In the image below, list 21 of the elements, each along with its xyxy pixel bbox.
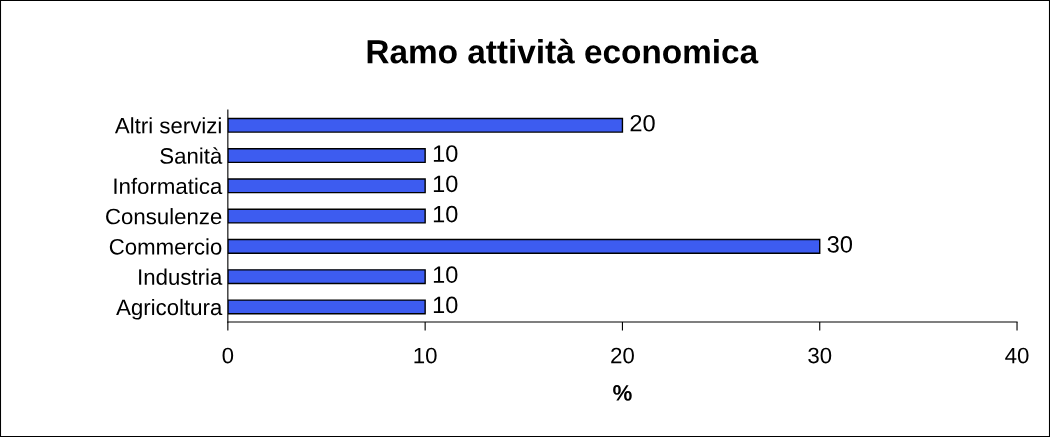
x-axis-title: % bbox=[613, 385, 632, 401]
y-tick-label: Commercio bbox=[109, 238, 222, 255]
x-tick-label: 40 bbox=[1005, 347, 1029, 364]
data-label: 10 bbox=[433, 175, 458, 193]
x-tick-label: 20 bbox=[611, 347, 634, 364]
data-label: 10 bbox=[433, 296, 458, 314]
data-label: 10 bbox=[433, 145, 458, 162]
y-tick-label: Industria bbox=[139, 268, 223, 285]
x-tick-label: 30 bbox=[808, 347, 832, 364]
x-tick-label: 0 bbox=[222, 347, 234, 364]
chart-title: Ramo attività economica bbox=[367, 38, 759, 64]
y-tick-label: Consulenze bbox=[106, 208, 222, 225]
data-label: 30 bbox=[827, 235, 853, 253]
data-label: 20 bbox=[630, 114, 655, 132]
y-tick-label: Agricoltura bbox=[116, 298, 223, 320]
y-tick-label: Altri servizi bbox=[114, 117, 221, 134]
data-label: 10 bbox=[433, 205, 458, 223]
y-tick-label: Informatica bbox=[114, 177, 223, 195]
y-tick-label: Sanità bbox=[160, 147, 223, 164]
data-label: 10 bbox=[433, 266, 458, 283]
x-tick-label: 10 bbox=[414, 347, 437, 364]
